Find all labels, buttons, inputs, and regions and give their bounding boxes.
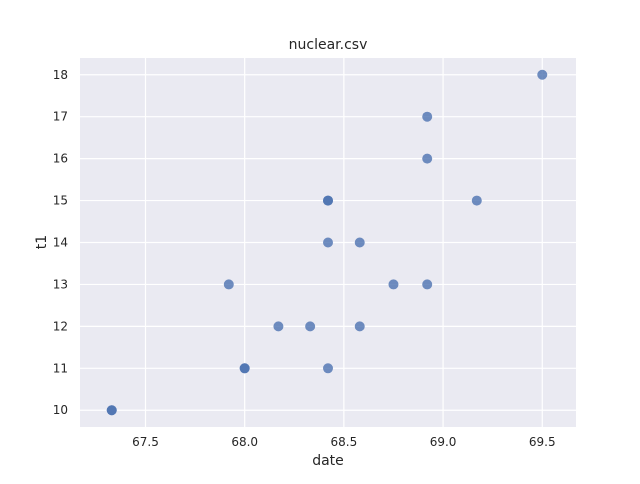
x-tick-label: 68.0 xyxy=(231,435,258,449)
data-point xyxy=(239,363,250,374)
x-tick-label: 69.0 xyxy=(430,435,457,449)
data-point xyxy=(223,279,234,290)
data-point xyxy=(422,153,433,164)
data-point xyxy=(422,111,433,122)
chart-title: nuclear.csv xyxy=(289,37,368,53)
y-tick-label: 17 xyxy=(53,110,68,124)
data-point xyxy=(422,279,433,290)
y-axis-label: t1 xyxy=(34,235,50,249)
data-point xyxy=(537,69,548,80)
y-tick-label: 12 xyxy=(53,319,68,333)
x-axis-label: date xyxy=(312,453,344,469)
data-point xyxy=(323,363,333,374)
data-point xyxy=(323,237,333,248)
y-tick-label: 16 xyxy=(53,152,68,166)
y-tick-label: 13 xyxy=(53,277,68,291)
data-point xyxy=(388,279,399,290)
y-tick-label: 10 xyxy=(53,403,68,417)
data-point xyxy=(354,321,365,332)
y-tick-label: 11 xyxy=(53,361,68,375)
y-tick-label: 15 xyxy=(53,194,68,208)
x-tick-label: 67.5 xyxy=(132,435,159,449)
x-tick-labels: 67.5 68.0 68.5 69.0 69.5 xyxy=(132,435,556,449)
data-point xyxy=(471,195,482,206)
scatter-points xyxy=(106,69,548,416)
x-tick-label: 68.5 xyxy=(331,435,358,449)
x-tick-label: 69.5 xyxy=(529,435,556,449)
data-point xyxy=(354,237,365,248)
data-point xyxy=(305,321,316,332)
data-point xyxy=(323,195,333,206)
data-point xyxy=(106,405,117,416)
y-tick-labels: 10 11 12 13 14 15 16 17 18 xyxy=(53,68,68,417)
y-tick-label: 14 xyxy=(53,236,68,250)
data-point xyxy=(273,321,284,332)
y-tick-label: 18 xyxy=(53,68,68,82)
